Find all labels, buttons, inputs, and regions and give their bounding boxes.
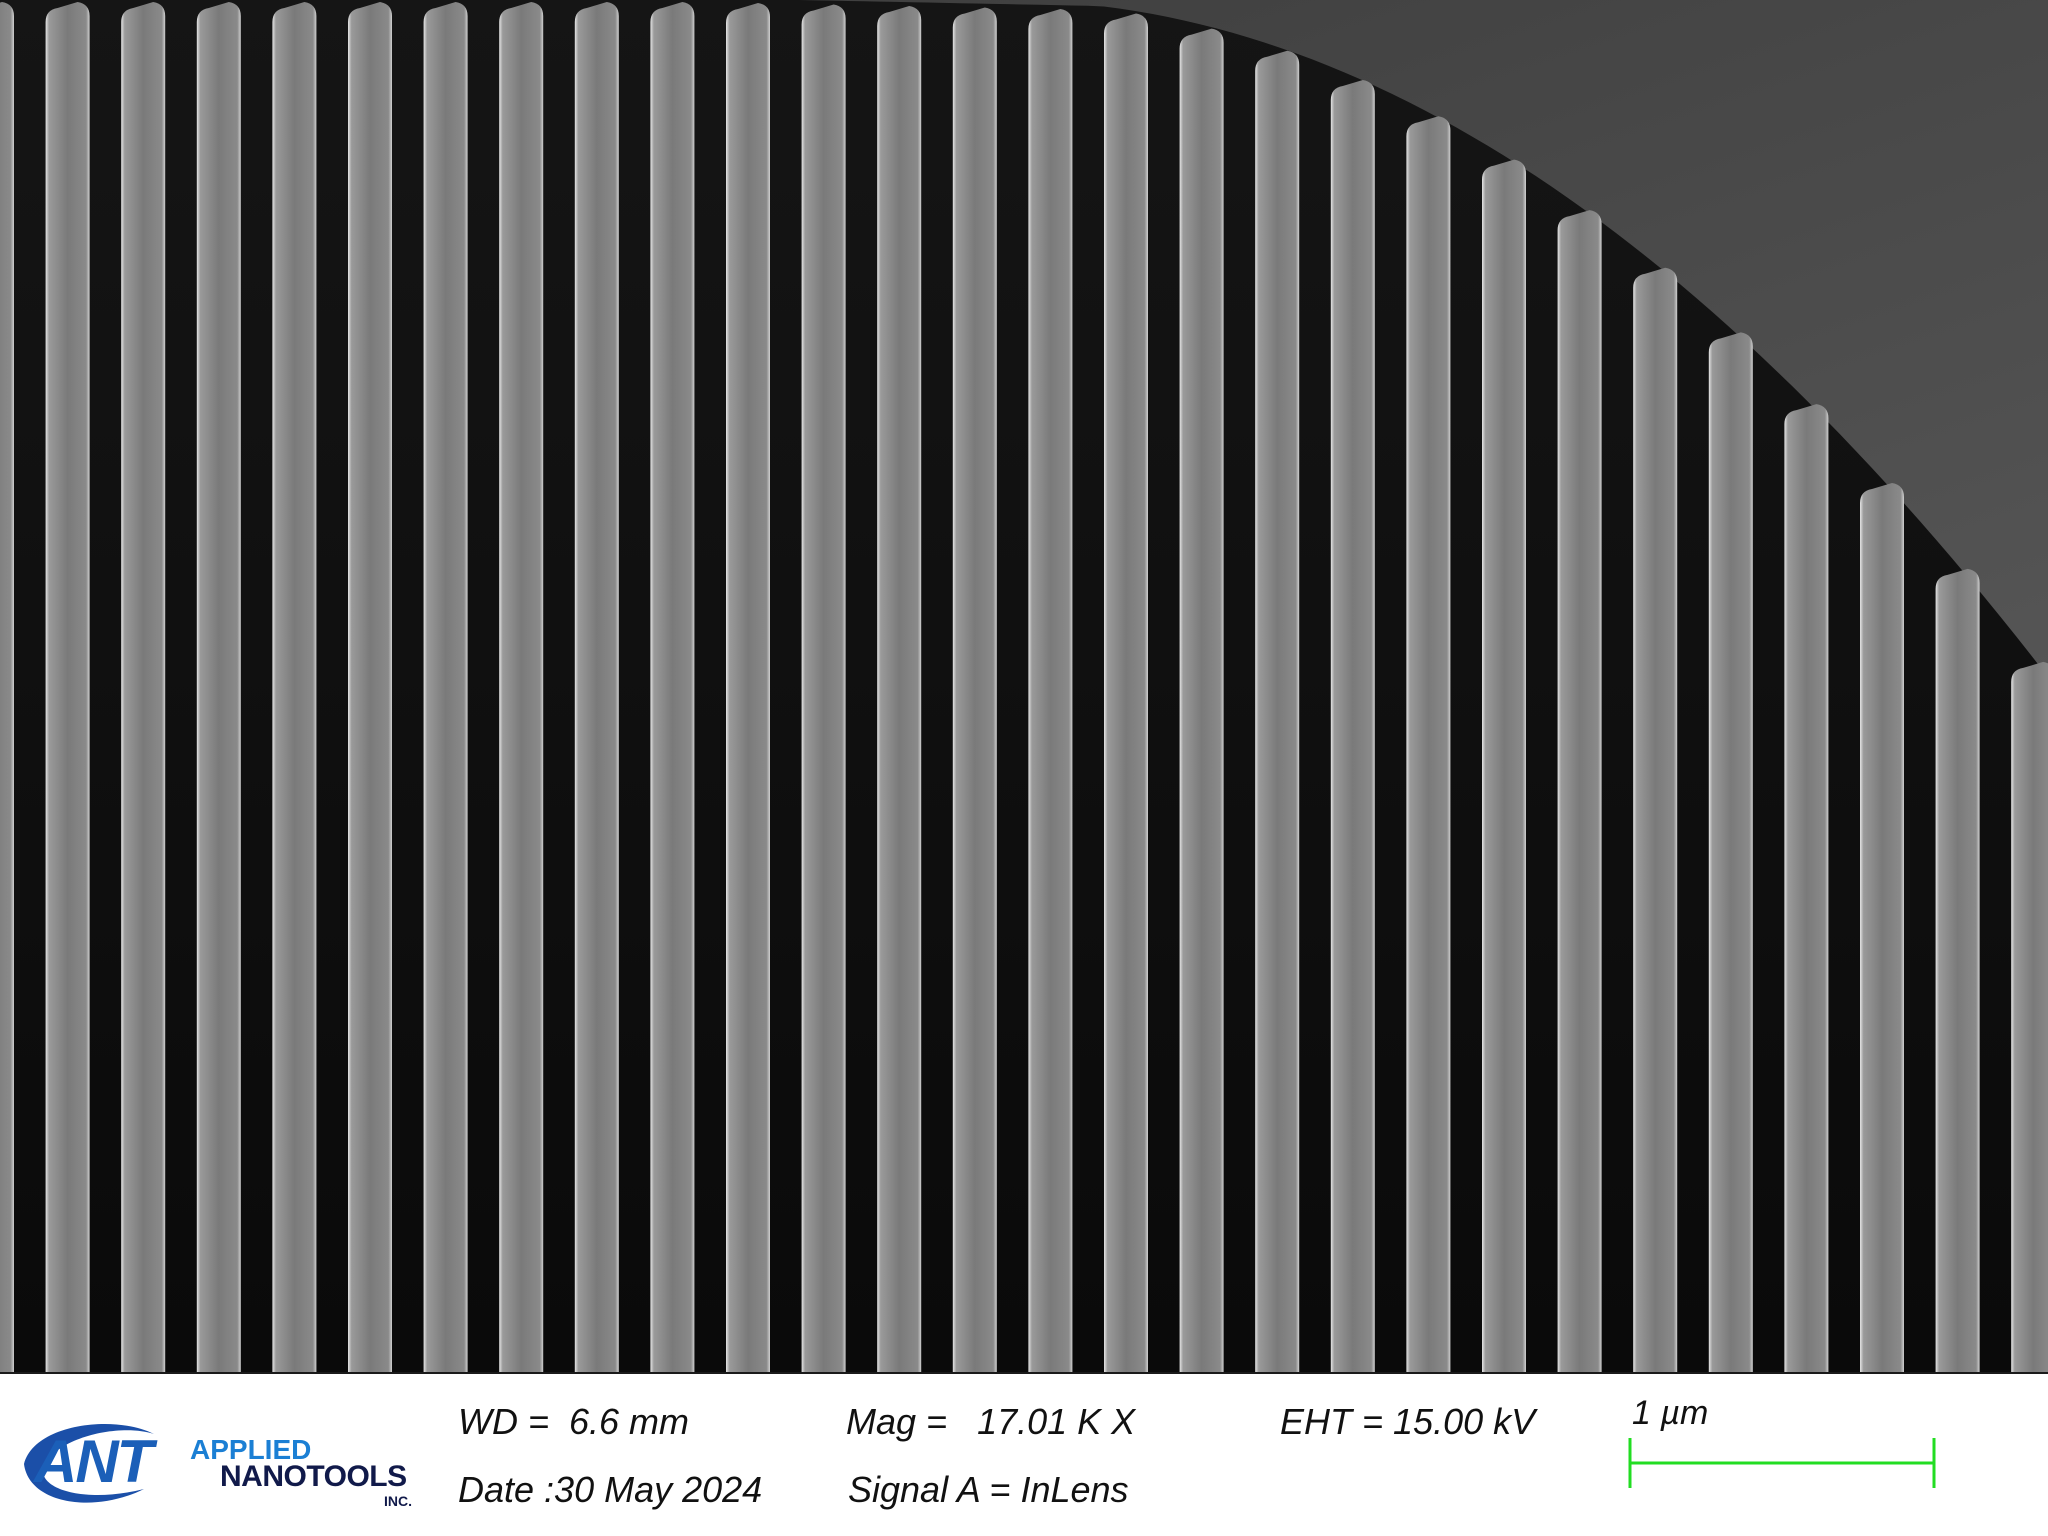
- upper-plateau: [0, 0, 2048, 677]
- grating-line: [1406, 116, 1451, 1372]
- scale-bar-label: 1 µm: [1632, 1394, 1709, 1432]
- sem-micrograph: [0, 0, 2048, 1372]
- grating-line: [272, 2, 317, 1372]
- logo-inc: INC.: [384, 1493, 412, 1509]
- grating-line: [196, 2, 241, 1372]
- grating-line: [423, 2, 468, 1372]
- grating-line: [1482, 159, 1526, 1372]
- scale-bar: [1628, 1438, 1936, 1488]
- grating-line: [45, 2, 90, 1372]
- grating-line: [1255, 50, 1300, 1372]
- grating-line: [650, 2, 695, 1372]
- grating-line: [952, 7, 997, 1372]
- grating-line: [0, 2, 14, 1372]
- grating-lines-image: [0, 0, 2048, 1372]
- grating-line: [1935, 568, 1980, 1372]
- grating-line: [1784, 404, 1829, 1372]
- accelerating-voltage: EHT = 15.00 kV: [1280, 1401, 1536, 1442]
- grating-line: [1860, 482, 1904, 1372]
- grating-line: [801, 4, 846, 1372]
- acquisition-date: Date :30 May 2024: [458, 1469, 763, 1510]
- logo-swoosh-icon: [24, 1424, 154, 1503]
- magnification: Mag = 17.01 K X: [846, 1401, 1136, 1442]
- grating-line: [499, 2, 544, 1372]
- grating-line: [1708, 332, 1753, 1372]
- grating-line: [1557, 210, 1602, 1372]
- grating-line: [1028, 9, 1073, 1372]
- grating-line: [2011, 661, 2048, 1372]
- grating-line: [574, 2, 619, 1372]
- grating-line: [726, 2, 770, 1372]
- grating-line: [1179, 28, 1224, 1372]
- grating-line: [1633, 267, 1678, 1372]
- grating-line: [877, 5, 922, 1372]
- logo-nanotools: NANOTOOLS: [220, 1460, 407, 1493]
- applied-nanotools-logo: ANT APPLIED NANOTOOLS INC.: [4, 1394, 424, 1514]
- grating-line: [348, 2, 392, 1372]
- signal-detector: Signal A = InLens: [848, 1469, 1129, 1510]
- working-distance: WD = 6.6 mm: [458, 1401, 690, 1442]
- sem-info-bar: ANT APPLIED NANOTOOLS INC. WD = 6.6 mm D…: [0, 1372, 2048, 1536]
- logo-mark: ANT: [34, 1428, 153, 1495]
- logo-applied: APPLIED: [190, 1434, 312, 1465]
- grating-line: [1330, 79, 1375, 1372]
- grating-line: [1104, 13, 1148, 1372]
- grating-line: [121, 2, 166, 1372]
